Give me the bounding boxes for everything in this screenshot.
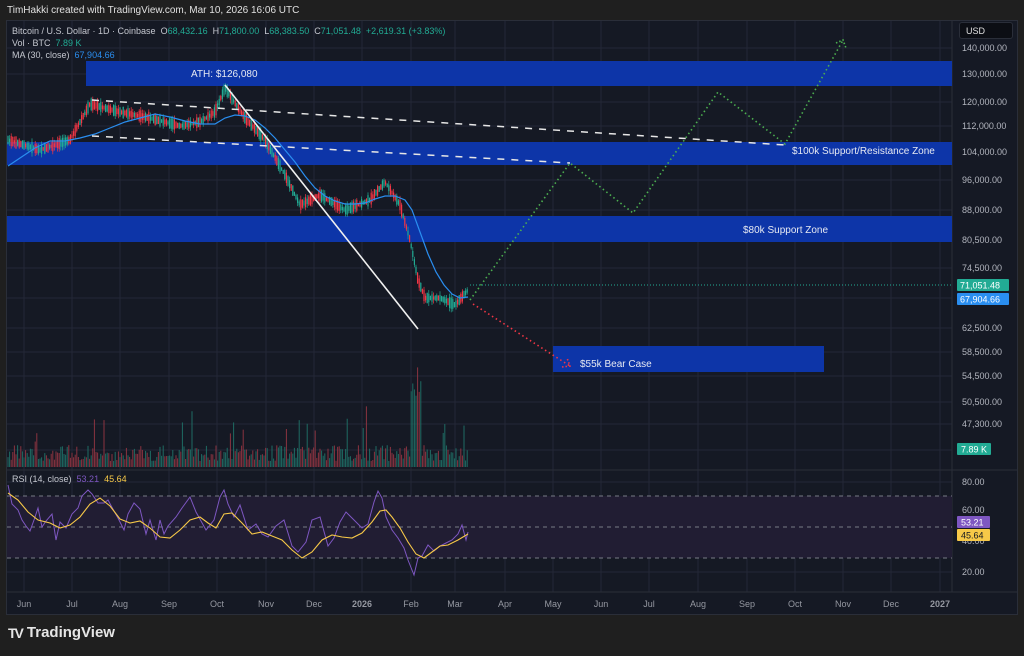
rsi-tick: 80.00 (962, 477, 985, 487)
time-tick: Oct (788, 599, 803, 609)
price-tick: 104,000.00 (962, 147, 1007, 157)
time-tick: Feb (403, 599, 419, 609)
chart-credit: TimHakki created with TradingView.com, M… (7, 5, 300, 16)
time-axis[interactable]: Jun Jul Aug Sep Oct Nov Dec 2026 Feb Mar Apr May Jun… (17, 599, 950, 609)
high-value: 71,800.00 (219, 26, 260, 36)
time-tick: Apr (498, 599, 512, 609)
time-tick: Aug (112, 599, 128, 609)
price-tick: 58,500.00 (962, 347, 1002, 357)
rsi-legend: RSI (14, close) 53.21 45.64 (12, 474, 127, 484)
100k-zone-label: $100k Support/Resistance Zone (792, 146, 935, 157)
time-tick: May (544, 599, 562, 609)
ma-price-badge-text: 67,904.66 (960, 295, 1000, 305)
tradingview-logo[interactable]: TV TradingView (8, 624, 115, 641)
time-tick: Dec (883, 599, 900, 609)
price-tick: 140,000.00 (962, 43, 1007, 53)
ma30-line[interactable] (7, 113, 469, 299)
price-tick: 80,500.00 (962, 235, 1002, 245)
ma-row: MA (30, close) 67,904.66 (12, 49, 445, 61)
bear-case-zone[interactable] (553, 346, 824, 372)
price-tick: 50,500.00 (962, 397, 1002, 407)
open-value: 68,432.16 (167, 26, 208, 36)
time-tick: Nov (258, 599, 275, 609)
low-label: L (264, 26, 270, 36)
time-tick: Sep (161, 599, 177, 609)
tradingview-mark-icon: TV (8, 624, 24, 641)
price-tick: 47,300.00 (962, 419, 1002, 429)
price-tick: 96,000.00 (962, 175, 1002, 185)
close-price-badge (957, 279, 1009, 291)
high-label: H (212, 26, 220, 36)
time-tick: Jul (643, 599, 655, 609)
bear-projection-line[interactable] (472, 303, 571, 367)
open-label: O (160, 26, 168, 36)
price-tick: 120,000.00 (962, 97, 1007, 107)
bear-projection-arrow (561, 357, 572, 368)
rsi-label[interactable]: RSI (14, close) (12, 474, 72, 484)
channel-lower-line[interactable] (91, 135, 571, 164)
time-tick: Jul (66, 599, 78, 609)
time-tick: Jun (17, 599, 32, 609)
rsi-levels (7, 495, 952, 559)
price-tick: 62,500.00 (962, 323, 1002, 333)
low-value: 68,383.50 (269, 26, 310, 36)
rsi-value: 53.21 (76, 474, 100, 484)
symbol-title[interactable]: Bitcoin / U.S. Dollar · 1D · Coinbase (12, 26, 156, 36)
price-candles (7, 83, 468, 313)
time-tick: Aug (690, 599, 706, 609)
ma-value: 67,904.66 (74, 50, 115, 60)
rsi-badge-text: 53.21 (961, 518, 984, 528)
volume-bars (7, 367, 468, 467)
currency-button[interactable]: USD (959, 22, 1013, 39)
time-tick: 2026 (352, 599, 372, 609)
volume-badge (957, 443, 991, 455)
symbol-legend: Bitcoin / U.S. Dollar · 1D · Coinbase O6… (12, 25, 445, 61)
rsi-badge (957, 516, 990, 528)
volume-row: Vol · BTC 7.89 K (12, 37, 445, 49)
rsi-ma-line[interactable] (7, 492, 469, 559)
price-tick: 130,000.00 (962, 69, 1007, 79)
price-tick: 88,000.00 (962, 205, 1002, 215)
brand-name: TradingView (26, 624, 115, 641)
rsi-ma-badge (957, 529, 990, 541)
price-tick: 112,000.00 (962, 121, 1006, 131)
time-tick: Jun (594, 599, 609, 609)
rsi-tick: 20.00 (962, 567, 985, 577)
100k-zone[interactable] (7, 142, 952, 165)
ma-label[interactable]: MA (30, close) (12, 50, 70, 60)
close-value: 71,051.48 (320, 26, 361, 36)
80k-zone[interactable] (7, 216, 952, 242)
rsi-ma-value: 45.64 (104, 474, 127, 484)
80k-zone-label: $80k Support Zone (743, 225, 828, 236)
price-axis[interactable]: 140,000.00 130,000.00 120,000.00 112,000.00… (962, 43, 1007, 577)
ma-price-badge (957, 293, 1009, 305)
time-tick: Sep (739, 599, 755, 609)
bull-projection-arrow (835, 38, 847, 49)
ath-label: ATH: $126,080 (191, 69, 258, 80)
price-tick: 54,500.00 (962, 371, 1002, 381)
rsi-ma-badge-text: 45.64 (961, 531, 984, 541)
change-value: +2,619.31 (+3.83%) (365, 26, 446, 36)
close-price-badge-text: 71,051.48 (960, 281, 1000, 291)
volume-value: 7.89 K (55, 38, 82, 48)
time-tick: Mar (447, 599, 463, 609)
price-tick: 74,500.00 (962, 263, 1002, 273)
close-label: C (314, 26, 321, 36)
zones[interactable] (7, 61, 952, 372)
volume-label[interactable]: Vol · BTC (12, 38, 51, 48)
volume-badge-text: 7.89 K (961, 445, 987, 455)
bear-case-label: $55k Bear Case (580, 359, 652, 370)
ohlc-row: Bitcoin / U.S. Dollar · 1D · Coinbase O6… (12, 25, 445, 37)
time-tick: Nov (835, 599, 852, 609)
time-tick: Dec (306, 599, 323, 609)
downtrend-line[interactable] (224, 84, 419, 330)
ath-zone[interactable] (86, 61, 952, 86)
rsi-tick: 60.00 (962, 505, 985, 515)
time-tick: 2027 (930, 599, 950, 609)
time-tick: Oct (210, 599, 225, 609)
channel-upper-line[interactable] (91, 99, 786, 146)
rsi-line[interactable] (7, 484, 469, 577)
